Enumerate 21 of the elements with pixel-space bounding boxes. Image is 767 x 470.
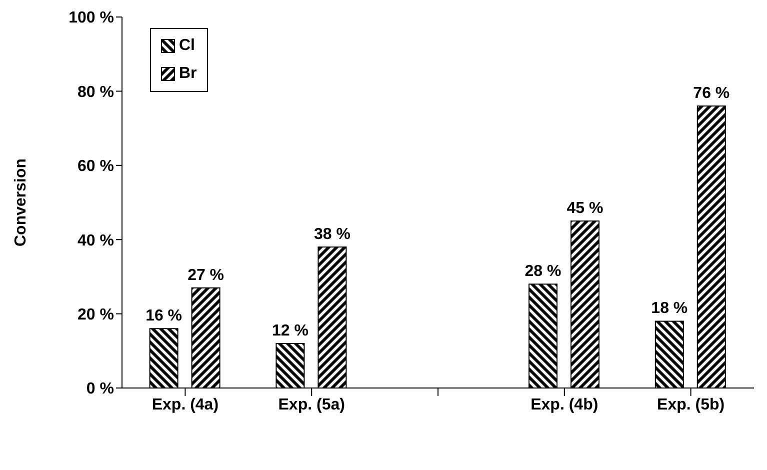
x-tick-label: Exp. (4a) [152, 396, 219, 414]
x-tick-label: Exp. (4b) [530, 396, 598, 414]
data-label: 28 % [524, 263, 562, 280]
y-tick-label: 40 % [78, 232, 114, 250]
legend-label: Cl [179, 37, 195, 55]
data-label: 38 % [314, 226, 350, 244]
x-tick-label: Exp. (5b) [657, 396, 725, 414]
data-label: 16 % [146, 308, 182, 325]
legend-label: Br [179, 65, 197, 83]
data-label: 12 % [272, 322, 308, 340]
data-label: 76 % [693, 85, 730, 102]
y-tick-label: 0 % [86, 380, 114, 398]
data-label: 18 % [651, 300, 688, 318]
data-label: 45 % [566, 200, 604, 218]
y-tick-label: 80 % [78, 84, 114, 101]
data-label: 27 % [188, 266, 224, 284]
y-axis-title: Conversion [12, 158, 30, 247]
y-tick-label: 100 % [68, 10, 114, 27]
y-tick-label: 20 % [78, 306, 114, 324]
x-tick-label: Exp. (5a) [278, 396, 345, 414]
y-tick-label: 60 % [78, 158, 114, 176]
